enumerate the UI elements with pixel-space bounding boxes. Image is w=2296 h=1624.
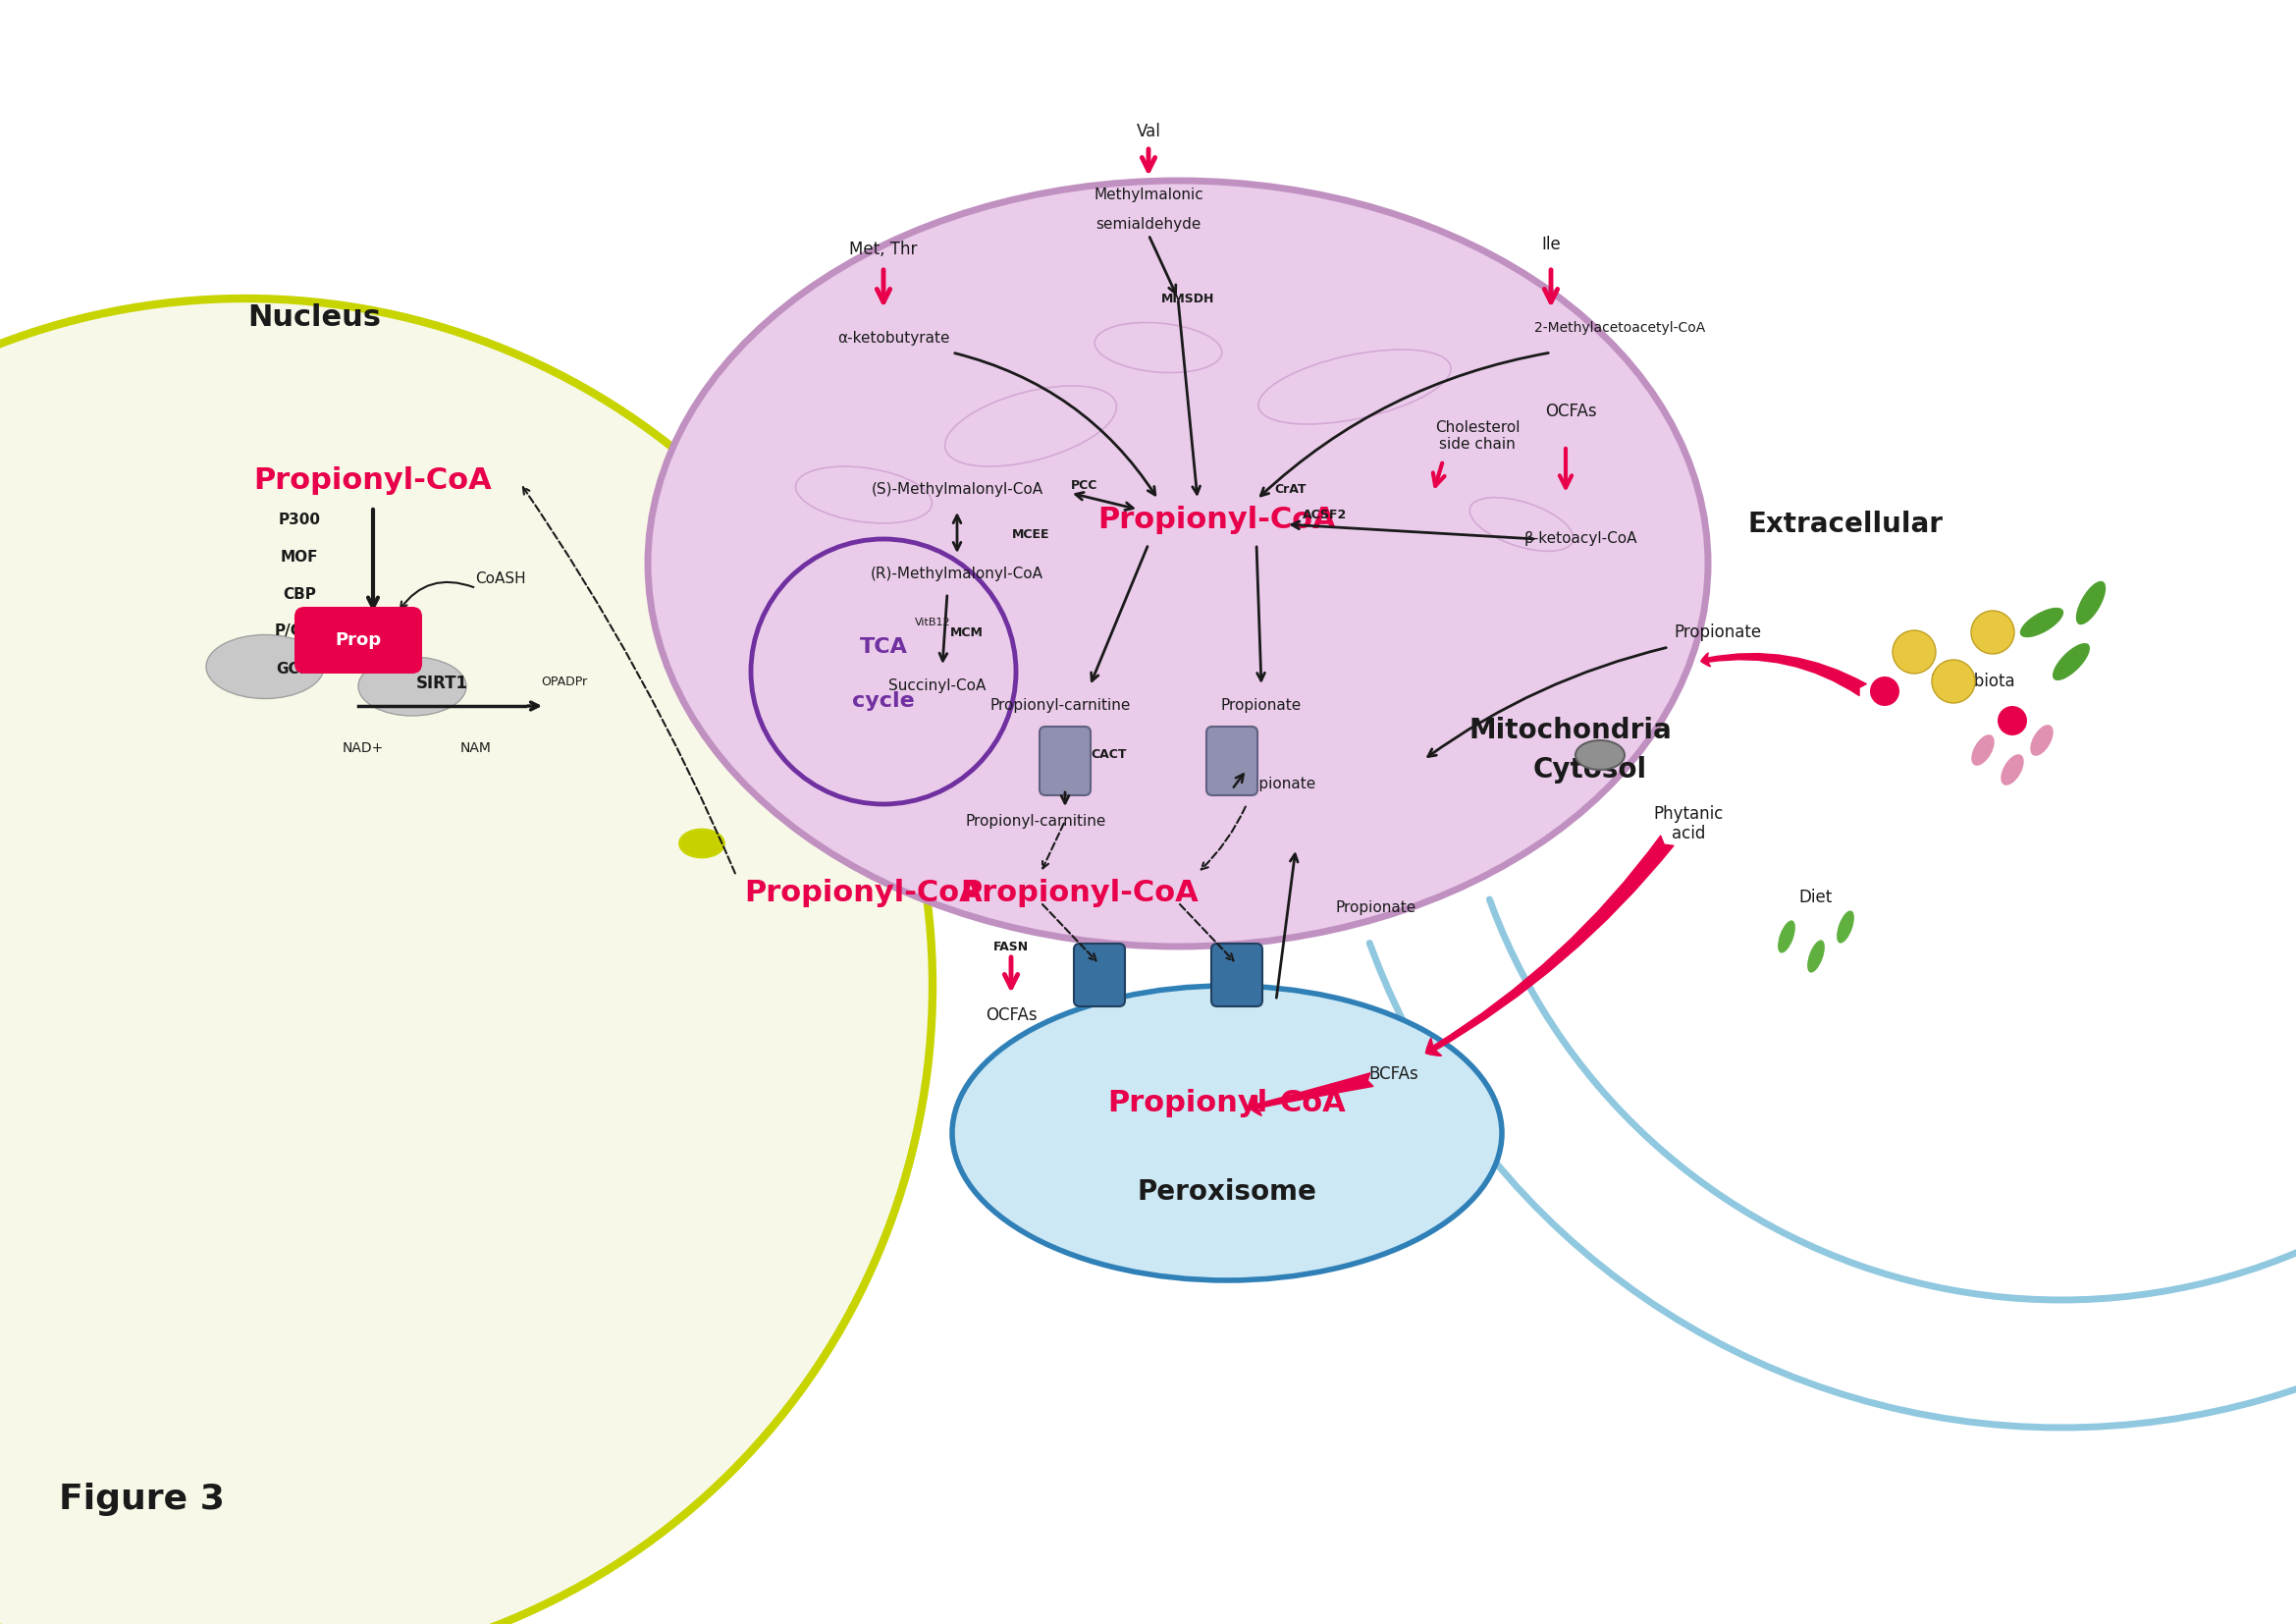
Text: Propionyl-CoA: Propionyl-CoA xyxy=(1097,505,1336,534)
Text: (R)-Methylmalonyl-CoA: (R)-Methylmalonyl-CoA xyxy=(870,567,1042,581)
Text: Propionyl-CoA: Propionyl-CoA xyxy=(960,879,1199,906)
Text: VitB12: VitB12 xyxy=(914,617,951,627)
Text: Ile: Ile xyxy=(1541,235,1561,253)
Ellipse shape xyxy=(0,299,932,1624)
Ellipse shape xyxy=(2053,643,2089,680)
Text: BCFAs: BCFAs xyxy=(1368,1065,1419,1083)
Text: cycle: cycle xyxy=(852,692,914,711)
Text: Propionate: Propionate xyxy=(1221,698,1302,713)
Text: Nucleus: Nucleus xyxy=(248,304,381,333)
Text: P300: P300 xyxy=(278,512,321,526)
Text: Propionyl-carnitine: Propionyl-carnitine xyxy=(964,814,1107,828)
Text: OPADPr: OPADPr xyxy=(542,676,588,689)
Text: MCM: MCM xyxy=(951,625,983,638)
Text: Phytanic
acid: Phytanic acid xyxy=(1653,806,1724,843)
FancyBboxPatch shape xyxy=(1075,944,1125,1007)
Text: (S)-Methylmalonyl-CoA: (S)-Methylmalonyl-CoA xyxy=(870,482,1042,497)
FancyBboxPatch shape xyxy=(1040,726,1091,796)
Text: MOF: MOF xyxy=(280,549,319,564)
Text: Propionyl-CoA: Propionyl-CoA xyxy=(255,466,491,494)
Ellipse shape xyxy=(953,986,1502,1280)
Ellipse shape xyxy=(647,180,1708,947)
Ellipse shape xyxy=(1575,741,1626,770)
Ellipse shape xyxy=(2076,581,2105,625)
Text: Propionate: Propionate xyxy=(1235,778,1316,793)
Text: CoASH: CoASH xyxy=(475,572,526,586)
Text: Propionate: Propionate xyxy=(1674,624,1761,641)
Text: Methylmalonic: Methylmalonic xyxy=(1093,188,1203,203)
Text: Microbiota: Microbiota xyxy=(1931,672,2016,690)
Ellipse shape xyxy=(1972,734,1995,765)
Text: MCEE: MCEE xyxy=(1013,528,1049,541)
Text: GCN5: GCN5 xyxy=(276,661,321,676)
Text: CrAT: CrAT xyxy=(1274,484,1306,497)
Text: Mitochondria: Mitochondria xyxy=(1469,716,1671,744)
Text: β-ketoacyl-CoA: β-ketoacyl-CoA xyxy=(1525,531,1637,546)
Ellipse shape xyxy=(1777,921,1795,953)
Text: Peroxisome: Peroxisome xyxy=(1137,1179,1318,1205)
Text: MMSDH: MMSDH xyxy=(1162,292,1215,305)
Circle shape xyxy=(1970,611,2014,654)
Circle shape xyxy=(1892,630,1936,674)
Text: semialdehyde: semialdehyde xyxy=(1095,218,1201,232)
Text: Figure 3: Figure 3 xyxy=(60,1483,225,1515)
Circle shape xyxy=(1998,706,2027,736)
Ellipse shape xyxy=(207,635,324,698)
Ellipse shape xyxy=(2020,607,2064,638)
Text: TCA: TCA xyxy=(859,637,907,656)
Circle shape xyxy=(1931,659,1975,703)
Text: FASN: FASN xyxy=(994,940,1029,953)
Ellipse shape xyxy=(680,830,723,857)
Ellipse shape xyxy=(358,656,466,716)
Circle shape xyxy=(1869,677,1899,706)
Text: Met, Thr: Met, Thr xyxy=(850,240,918,258)
Text: α-ketobutyrate: α-ketobutyrate xyxy=(838,330,951,346)
Text: Propionyl-CoA: Propionyl-CoA xyxy=(744,879,983,906)
Ellipse shape xyxy=(2000,754,2023,786)
Text: SIRT1: SIRT1 xyxy=(416,674,468,692)
Ellipse shape xyxy=(1837,911,1855,944)
Text: Cholesterol
side chain: Cholesterol side chain xyxy=(1435,421,1520,451)
Text: OCFAs: OCFAs xyxy=(985,1007,1038,1025)
FancyBboxPatch shape xyxy=(1212,944,1263,1007)
Text: CACT: CACT xyxy=(1091,749,1127,762)
Text: NAD+: NAD+ xyxy=(342,741,383,755)
FancyBboxPatch shape xyxy=(294,607,422,674)
Text: P/CAF: P/CAF xyxy=(276,624,324,638)
Text: Succinyl-CoA: Succinyl-CoA xyxy=(889,679,987,693)
Text: CBP: CBP xyxy=(282,586,317,601)
Text: PCC: PCC xyxy=(1072,479,1097,492)
Text: Diet: Diet xyxy=(1800,888,1832,906)
Text: Cytosol: Cytosol xyxy=(1534,757,1646,783)
FancyBboxPatch shape xyxy=(1205,726,1258,796)
Text: Prop: Prop xyxy=(335,632,381,650)
Ellipse shape xyxy=(2030,724,2053,755)
Ellipse shape xyxy=(1807,940,1825,973)
Text: Propionyl-CoA: Propionyl-CoA xyxy=(1109,1090,1345,1117)
Text: Propionyl-carnitine: Propionyl-carnitine xyxy=(990,698,1130,713)
Text: OCFAs: OCFAs xyxy=(1545,403,1596,421)
Text: NAM: NAM xyxy=(461,741,491,755)
Text: Extracellular: Extracellular xyxy=(1747,510,1942,538)
Text: Propionate: Propionate xyxy=(1334,900,1417,914)
Circle shape xyxy=(751,539,1015,804)
Text: ACSF2: ACSF2 xyxy=(1302,508,1348,521)
Text: Val: Val xyxy=(1137,123,1162,140)
Text: 2-Methylacetoacetyl-CoA: 2-Methylacetoacetyl-CoA xyxy=(1534,322,1706,335)
